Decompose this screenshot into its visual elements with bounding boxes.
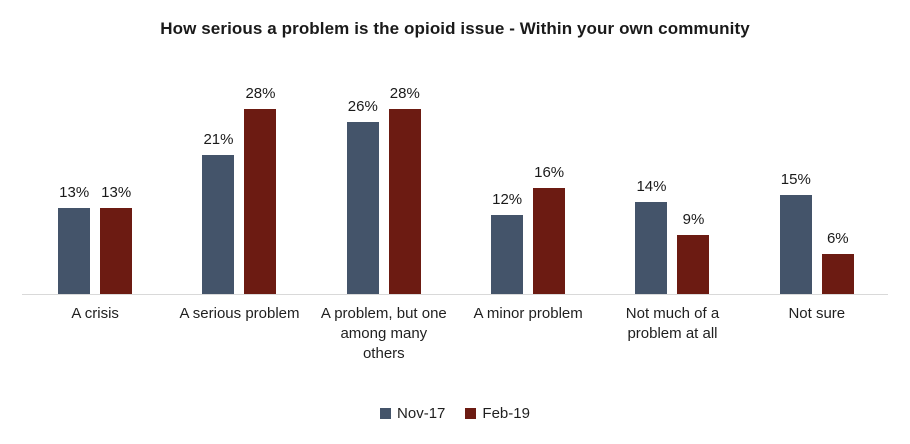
bar-column-feb-19: 6%: [821, 230, 854, 294]
bar-feb-19: [100, 208, 133, 294]
x-axis-label-not-much-of-a-problem-at-all: Not much of a problem at all: [625, 305, 720, 342]
x-axis-label-a-crisis: A crisis: [71, 305, 119, 322]
bar-column-feb-19: 28%: [388, 85, 421, 294]
bar-nov-17: [58, 208, 91, 294]
legend-swatch-feb-19: [465, 408, 477, 419]
bar-nov-17: [491, 214, 524, 294]
legend-label-feb-19: Feb-19: [482, 405, 530, 422]
bar-value-label: 14%: [636, 177, 667, 195]
plot-area: 13% 13% 21% 28% 26% 28% 12% 16% 14% 9% 15% 6%: [23, 80, 889, 294]
bar-value-label: 13%: [101, 184, 132, 202]
bar-feb-19: [821, 254, 854, 294]
legend-swatch-nov-17: [380, 408, 392, 419]
bar-value-label: 28%: [245, 85, 276, 103]
bar-column-feb-19: 13%: [100, 184, 133, 294]
bar-value-label: 16%: [534, 164, 565, 182]
bar-nov-17: [779, 195, 812, 294]
bar-group-a-serious-problem: 21% 28%: [167, 80, 311, 294]
bar-value-label: 28%: [389, 85, 420, 103]
bar-value-label: 13%: [59, 184, 90, 202]
bar-group-not-much-of-a-problem-at-all: 14% 9%: [600, 80, 744, 294]
bar-column-nov-17: 14%: [635, 177, 668, 294]
legend-item-feb-19: Feb-19: [465, 405, 530, 422]
x-axis-label-not-sure: Not sure: [788, 305, 846, 322]
legend: Nov-17 Feb-19: [0, 405, 910, 422]
bar-feb-19: [388, 109, 421, 294]
bar-value-label: 6%: [826, 230, 849, 248]
legend-label-nov-17: Nov-17: [397, 405, 446, 422]
bar-column-feb-19: 16%: [533, 164, 566, 294]
bar-value-label: 9%: [682, 210, 705, 228]
x-axis-labels: A crisis A serious problem A problem, but …: [23, 304, 889, 364]
bar-column-nov-17: 26%: [346, 98, 379, 294]
bar-group-a-minor-problem: 12% 16%: [456, 80, 600, 294]
bar-value-label: 15%: [780, 171, 811, 188]
legend-item-nov-17: Nov-17: [380, 405, 445, 422]
bar-group-a-crisis: 13% 13%: [23, 80, 167, 294]
x-axis-label-a-problem-but-one-among-many-others: A problem, but one among many others: [320, 305, 447, 362]
bar-group-not-sure: 15% 6%: [745, 80, 889, 294]
bar-column-nov-17: 13%: [58, 184, 91, 294]
bar-column-nov-17: 12%: [491, 190, 524, 294]
bar-value-label: 21%: [203, 131, 234, 149]
bar-feb-19: [244, 109, 277, 294]
bar-nov-17: [346, 122, 379, 294]
bar-nov-17: [202, 155, 235, 294]
x-axis-label-a-minor-problem: A minor problem: [473, 305, 583, 322]
x-axis-line: [22, 294, 888, 295]
x-axis-label-a-serious-problem: A serious problem: [179, 305, 300, 322]
bar-column-feb-19: 28%: [244, 85, 277, 294]
bar-column-feb-19: 9%: [677, 210, 710, 294]
chart-title: How serious a problem is the opioid issu…: [160, 19, 750, 38]
bar-nov-17: [635, 201, 668, 294]
bar-value-label: 26%: [347, 98, 378, 116]
bar-feb-19: [533, 188, 566, 294]
bar-column-nov-17: 15%: [779, 171, 812, 294]
bar-feb-19: [677, 234, 710, 294]
bar-value-label: 12%: [492, 190, 523, 208]
bar-group-a-problem-but-one-among-many-others: 26% 28%: [312, 80, 456, 294]
bar-column-nov-17: 21%: [202, 131, 235, 294]
